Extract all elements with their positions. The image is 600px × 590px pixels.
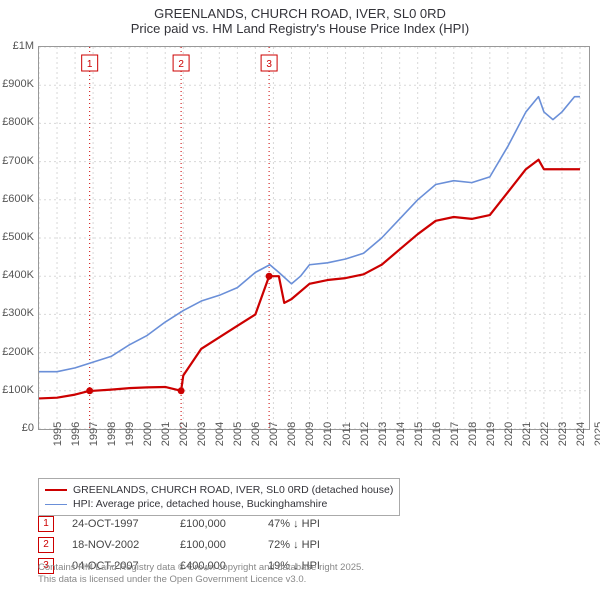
svg-text:3: 3 <box>266 59 272 70</box>
plot-area: 1 2 3 <box>38 46 590 430</box>
y-tick-label: £400K <box>2 269 34 281</box>
legend-box: GREENLANDS, CHURCH ROAD, IVER, SL0 0RD (… <box>38 478 400 516</box>
event-price: £100,000 <box>180 539 250 551</box>
titles-block: GREENLANDS, CHURCH ROAD, IVER, SL0 0RD P… <box>0 0 600 36</box>
y-tick-label: £0 <box>22 422 34 434</box>
title-line-1: GREENLANDS, CHURCH ROAD, IVER, SL0 0RD <box>0 6 600 21</box>
event-date: 18-NOV-2002 <box>72 539 162 551</box>
footer-line-2: This data is licensed under the Open Gov… <box>38 574 364 586</box>
event-date: 24-OCT-1997 <box>72 518 162 530</box>
svg-text:1: 1 <box>87 59 93 70</box>
event-pct: 47% ↓ HPI <box>268 518 358 530</box>
x-tick-label: 2025 <box>579 422 600 446</box>
legend-label: HPI: Average price, detached house, Buck… <box>73 497 327 511</box>
svg-text:2: 2 <box>178 59 184 70</box>
x-axis-labels: 1995199619971998199920002001200220032004… <box>38 432 590 482</box>
plot-svg: 1 2 3 <box>39 47 589 429</box>
y-tick-label: £800K <box>2 116 34 128</box>
y-tick-label: £100K <box>2 384 34 396</box>
event-row: 2 18-NOV-2002 £100,000 72% ↓ HPI <box>38 537 358 553</box>
y-tick-label: £700K <box>2 155 34 167</box>
y-tick-label: £900K <box>2 78 34 90</box>
event-number-box: 2 <box>38 537 54 553</box>
event-row: 1 24-OCT-1997 £100,000 47% ↓ HPI <box>38 516 358 532</box>
y-tick-label: £500K <box>2 231 34 243</box>
event-pct: 72% ↓ HPI <box>268 539 358 551</box>
y-tick-label: £1M <box>13 40 34 52</box>
legend-label: GREENLANDS, CHURCH ROAD, IVER, SL0 0RD (… <box>73 483 393 497</box>
y-tick-label: £600K <box>2 193 34 205</box>
legend-swatch <box>45 504 67 505</box>
legend-item: GREENLANDS, CHURCH ROAD, IVER, SL0 0RD (… <box>45 483 393 497</box>
legend-swatch <box>45 489 67 491</box>
footer-attribution: Contains HM Land Registry data © Crown c… <box>38 562 364 586</box>
chart-container: { "title_line1": "GREENLANDS, CHURCH ROA… <box>0 0 600 590</box>
event-price: £100,000 <box>180 518 250 530</box>
y-tick-label: £300K <box>2 307 34 319</box>
legend-item: HPI: Average price, detached house, Buck… <box>45 497 393 511</box>
y-axis-labels: £0£100K£200K£300K£400K£500K£600K£700K£80… <box>0 46 36 430</box>
footer-line-1: Contains HM Land Registry data © Crown c… <box>38 562 364 574</box>
y-tick-label: £200K <box>2 346 34 358</box>
event-number-box: 1 <box>38 516 54 532</box>
title-line-2: Price paid vs. HM Land Registry's House … <box>0 21 600 36</box>
